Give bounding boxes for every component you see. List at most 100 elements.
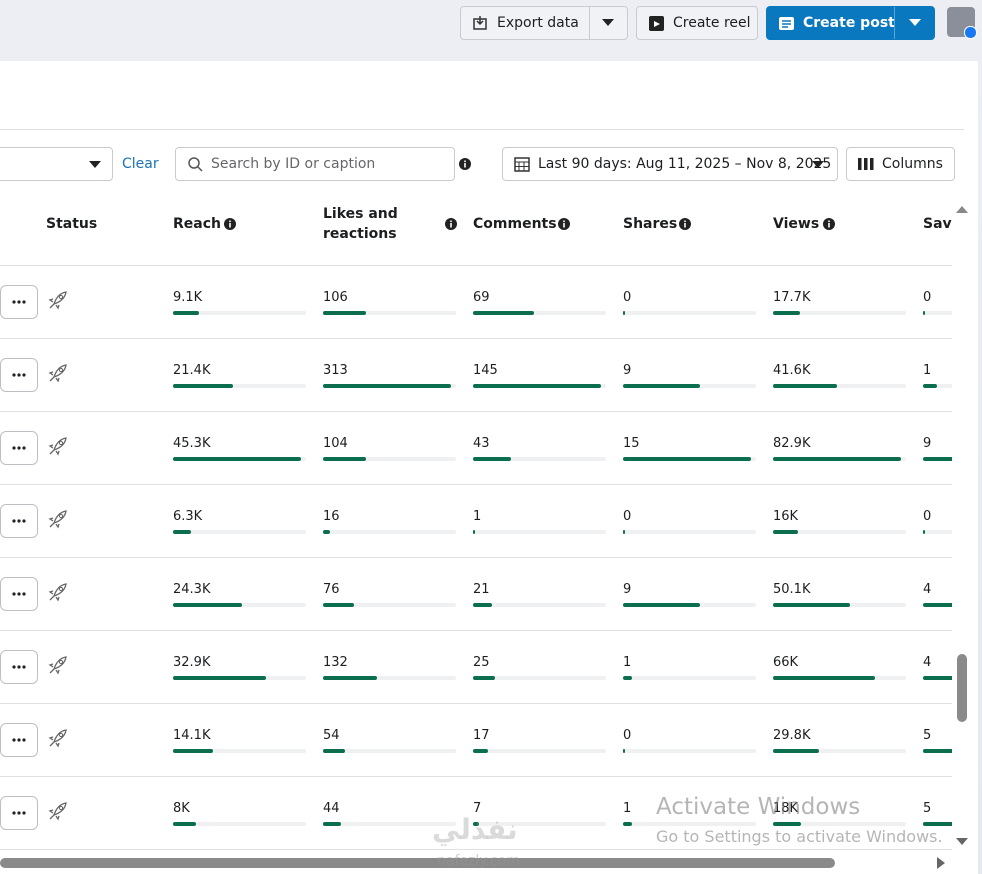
bar-track [473, 603, 606, 607]
metric-bar [923, 676, 952, 680]
metric-bar [923, 749, 952, 753]
columns-button[interactable]: Columns [846, 147, 955, 181]
bar-track [323, 457, 456, 461]
metric-value: 15 [623, 436, 640, 451]
row-border [0, 630, 952, 631]
export-button[interactable]: Export data [460, 6, 628, 40]
bar-track [173, 530, 306, 534]
metric-bar [773, 822, 801, 826]
boost-icon [48, 728, 68, 752]
metric-value: 45.3K [173, 436, 211, 451]
metric-bar [623, 676, 632, 680]
column-header: Save [923, 216, 952, 232]
panel: Clear Search by ID or caption Last 90 da… [0, 61, 978, 874]
columns-label: Columns [882, 156, 943, 172]
metric-value: 104 [323, 436, 348, 451]
metric-value: 16 [323, 509, 340, 524]
vertical-scrollbar[interactable] [955, 201, 969, 851]
metric-value: 25 [473, 655, 490, 670]
bar-track [623, 311, 756, 315]
metric-bar [173, 384, 234, 388]
more-button[interactable] [0, 431, 38, 465]
horizontal-scrollbar[interactable] [0, 856, 960, 870]
bar-track [323, 676, 456, 680]
bar-track [323, 530, 456, 534]
table: Status Reach Likes and reactions Comments Sh… [0, 61, 952, 874]
metric-bar [773, 676, 875, 680]
metric-bar [473, 603, 492, 607]
metric-value: 0 [623, 509, 632, 524]
create-reel-button[interactable]: Create reel [636, 6, 758, 40]
metric-bar [473, 676, 496, 680]
metric-bar [623, 749, 625, 753]
metric-value: 66K [773, 655, 799, 670]
metric-value: 18K [773, 801, 799, 816]
metric-value: 4 [923, 582, 932, 597]
boost-icon [48, 801, 68, 825]
caret [909, 19, 921, 26]
more-button[interactable] [0, 358, 38, 392]
metric-bar [323, 384, 451, 388]
row-border [0, 411, 952, 412]
metric-bar [923, 603, 952, 607]
boost-icon [48, 436, 68, 460]
metric-bar [623, 311, 625, 315]
metric-bar [923, 311, 925, 315]
column-header: Reach [173, 216, 221, 232]
metric-bar [473, 822, 480, 826]
metric-value: 0 [623, 728, 632, 743]
boost-icon [48, 509, 68, 533]
metric-value: 1 [623, 801, 632, 816]
more-button[interactable] [0, 796, 38, 830]
metric-value: 43 [473, 436, 490, 451]
metric-bar [173, 822, 196, 826]
create-post-button[interactable]: Create post [766, 6, 935, 40]
metric-bar [473, 749, 488, 753]
metric-bar [773, 749, 819, 753]
search-box[interactable]: Search by ID or caption [175, 147, 455, 181]
metric-bar [323, 530, 330, 534]
metric-value: 16K [773, 509, 799, 524]
column-header: Shares [623, 216, 678, 232]
metric-value: 9 [923, 436, 932, 451]
more-button[interactable] [0, 650, 38, 684]
metric-bar [473, 457, 511, 461]
site-watermark: nafezly.com [437, 853, 520, 869]
create-reel-label: Create reel [673, 15, 751, 31]
metric-value: 9 [623, 363, 632, 378]
metric-bar [773, 311, 801, 315]
metric-value: 313 [323, 363, 348, 378]
metric-value: 21 [473, 582, 490, 597]
search-placeholder: Search by ID or caption [211, 156, 376, 172]
more-button[interactable] [0, 577, 38, 611]
metric-value: 0 [623, 290, 632, 305]
bar-track [623, 530, 756, 534]
metric-bar [923, 822, 952, 826]
bar-track [923, 311, 952, 315]
metric-value: 0 [923, 509, 932, 524]
metric-bar [623, 530, 625, 534]
metric-value: 0 [923, 290, 932, 305]
metric-bar [623, 384, 700, 388]
metric-value: 29.8K [773, 728, 811, 743]
boost-icon [48, 582, 68, 606]
metric-bar [323, 457, 366, 461]
create-post-label: Create post [803, 15, 895, 31]
row-border [0, 484, 952, 485]
more-button[interactable] [0, 504, 38, 538]
metric-bar [623, 603, 700, 607]
metric-value: 5 [923, 728, 932, 743]
clear-link[interactable]: Clear [122, 156, 159, 172]
date-range-button[interactable]: Last 90 days: Aug 11, 2025 – Nov 8, 2025 [502, 147, 838, 181]
row-border [0, 557, 952, 558]
bar-track [173, 822, 306, 826]
metric-bar [773, 530, 798, 534]
avatar[interactable] [947, 7, 977, 39]
column-header: Status [46, 216, 98, 232]
filter-dropdown[interactable] [0, 147, 113, 181]
metric-bar [623, 457, 751, 461]
more-button[interactable] [0, 285, 38, 319]
more-button[interactable] [0, 723, 38, 757]
boost-icon [48, 290, 68, 314]
